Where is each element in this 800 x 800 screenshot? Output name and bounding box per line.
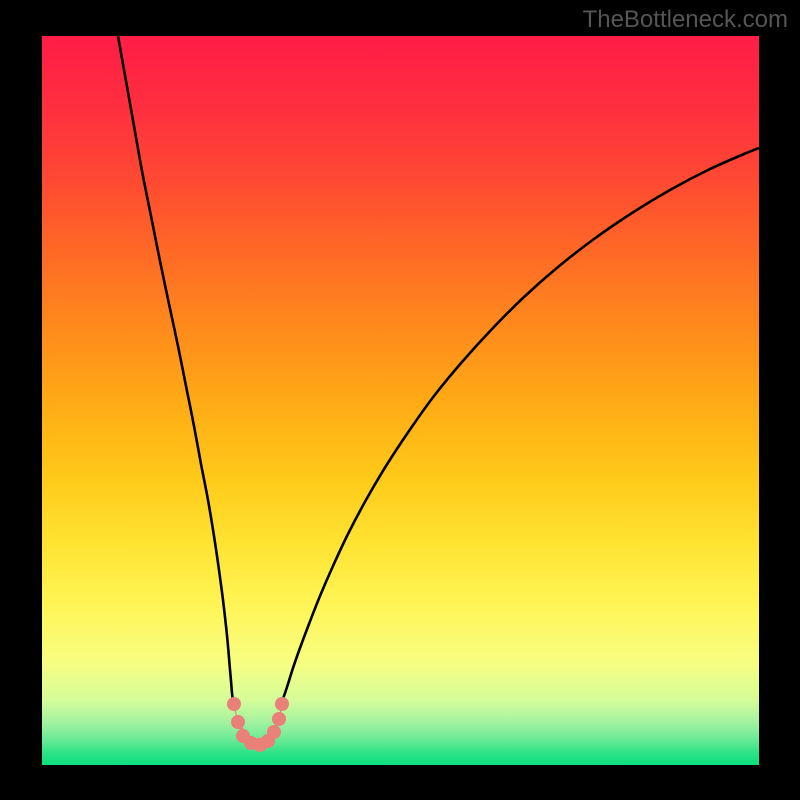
valley-dot: [231, 715, 245, 729]
chart-curves: [42, 36, 759, 765]
valley-dot: [227, 697, 241, 711]
watermark-text: TheBottleneck.com: [583, 6, 788, 34]
valley-dots: [227, 697, 289, 752]
canvas: TheBottleneck.com: [0, 0, 800, 800]
valley-dot: [267, 725, 281, 739]
valley-dot: [275, 697, 289, 711]
curve-left-arm: [118, 36, 235, 708]
curve-right-arm: [279, 148, 759, 708]
plot-area: [42, 36, 759, 765]
valley-dot: [272, 712, 286, 726]
